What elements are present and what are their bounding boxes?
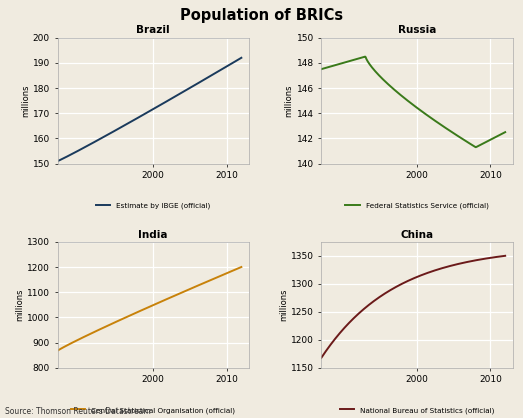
- Legend: National Bureau of Statistics (official): National Bureau of Statistics (official): [339, 407, 494, 413]
- Legend: Estimate by IBGE (official): Estimate by IBGE (official): [96, 203, 210, 209]
- Legend: Central Statistical Organisation (official): Central Statistical Organisation (offici…: [71, 407, 235, 413]
- Text: Source: Thomson Reuters Datastream: Source: Thomson Reuters Datastream: [5, 407, 151, 416]
- Title: India: India: [139, 229, 168, 240]
- Text: Population of BRICs: Population of BRICs: [180, 8, 343, 23]
- Y-axis label: millions: millions: [21, 84, 30, 117]
- Title: Russia: Russia: [398, 25, 436, 36]
- Y-axis label: millions: millions: [15, 288, 24, 321]
- Title: Brazil: Brazil: [137, 25, 170, 36]
- Title: China: China: [401, 229, 434, 240]
- Y-axis label: millions: millions: [285, 84, 294, 117]
- Legend: Federal Statistics Service (official): Federal Statistics Service (official): [345, 203, 488, 209]
- Y-axis label: millions: millions: [279, 288, 288, 321]
